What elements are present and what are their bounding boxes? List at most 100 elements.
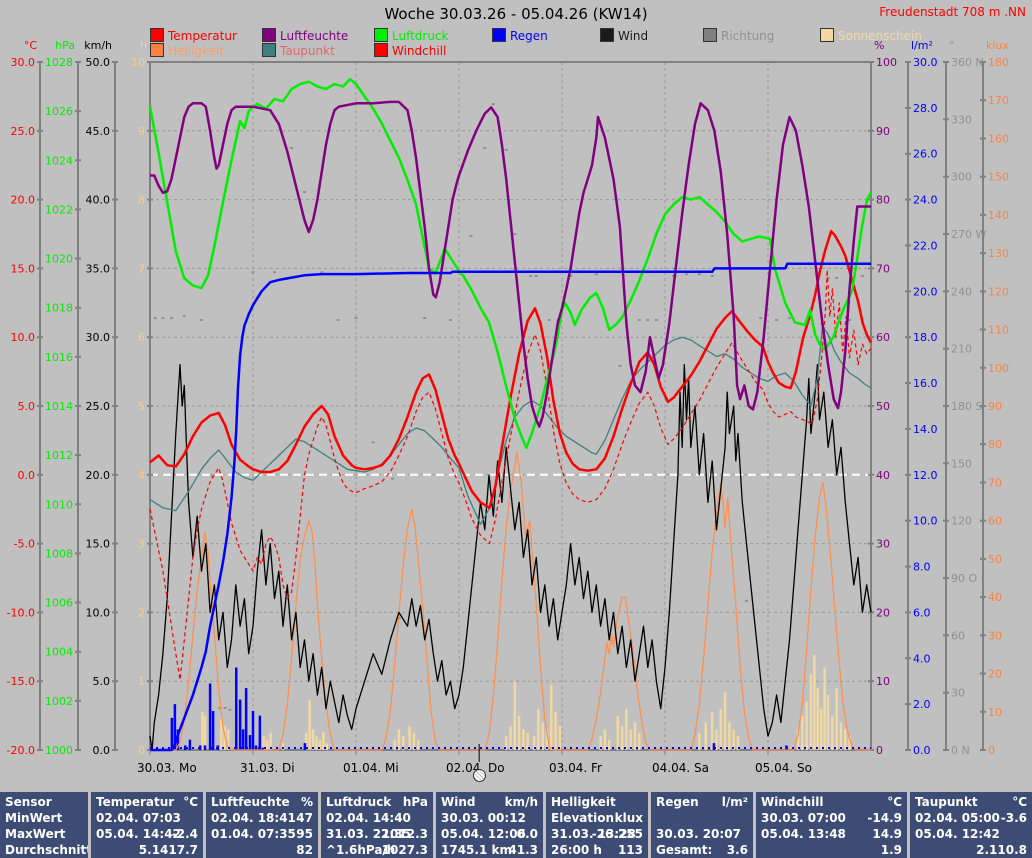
- svg-text:150: 150: [988, 171, 1009, 184]
- svg-text:0: 0: [988, 744, 995, 757]
- svg-text:-5.0: -5.0: [14, 538, 35, 551]
- svg-text:16.0: 16.0: [913, 377, 938, 390]
- series-windchill: [149, 269, 872, 681]
- series-regen-summe: [150, 262, 871, 752]
- svg-text:210: 210: [951, 343, 972, 356]
- svg-text:70: 70: [988, 476, 1002, 489]
- table-col-header: Regen l/m²: [656, 794, 748, 810]
- svg-text:50: 50: [988, 553, 1002, 566]
- cell-time: 02.04. 07:03: [96, 811, 181, 825]
- svg-text:90 O: 90 O: [951, 572, 977, 585]
- cell-value: -26.255: [591, 827, 643, 841]
- svg-text:0.0: 0.0: [93, 744, 111, 757]
- svg-text:140: 140: [988, 209, 1009, 222]
- col-unit: %: [300, 795, 313, 809]
- table-cell: 31.03. 13:28 113: [551, 826, 643, 857]
- col-name: Taupunkt: [915, 795, 978, 809]
- legend-swatch-wind: [600, 28, 614, 42]
- axis-°C: 30.0 25.0 20.0 15.0 10.0 5.0 0.0 -5.0 -10.0 -15.0…: [7, 39, 43, 757]
- legend-label: Richtung: [721, 29, 775, 43]
- table-col-luftfeuchte: Luftfeuchte% 02.04. 18:41 47 01.04. 07:35 95…: [206, 792, 318, 858]
- svg-text:20.0: 20.0: [913, 285, 938, 298]
- svg-text:5: 5: [138, 400, 145, 413]
- table-col-header: Helligkeit klux: [551, 794, 643, 825]
- svg-text:1018: 1018: [45, 302, 73, 315]
- legend-swatch-windchill: [374, 43, 388, 57]
- axis-klux: 1801701601501401301201101009080706050403…: [980, 39, 1009, 757]
- svg-text:8: 8: [138, 194, 145, 207]
- cell-value: 3.6: [726, 843, 748, 857]
- table-cell: 31.03. 22:35 1027.3: [326, 826, 428, 857]
- svg-text:1014: 1014: [45, 400, 73, 413]
- cell-value: 41.3: [508, 843, 538, 857]
- table-cell: 02.04. 07:03 -2.4: [96, 810, 198, 841]
- col-unit: °C: [887, 795, 902, 809]
- time-slider-handle[interactable]: [472, 769, 486, 782]
- cell-time: 02.04. 18:41: [211, 811, 296, 825]
- table-row-label: MaxWert: [5, 827, 66, 841]
- svg-text:6.0: 6.0: [913, 606, 931, 619]
- table-cell: 26:00 h16: [551, 842, 643, 858]
- svg-text:120: 120: [988, 285, 1009, 298]
- svg-text:30: 30: [876, 538, 890, 551]
- svg-text:2: 2: [138, 606, 145, 619]
- cell-value: 2.1: [976, 843, 998, 857]
- svg-text:120: 120: [951, 515, 972, 528]
- svg-text:5.0: 5.0: [18, 400, 36, 413]
- svg-text:1002: 1002: [45, 695, 73, 708]
- svg-text:35.0: 35.0: [86, 262, 111, 275]
- col-unit: klux: [614, 811, 643, 825]
- svg-text:50.0: 50.0: [86, 56, 111, 69]
- axis-unit: km/h: [84, 39, 112, 52]
- axis-km/h: 50.0 45.0 40.0 35.0 30.0 25.0 20.0 15.0 10.0 5.0 0…: [84, 39, 118, 757]
- legend-swatch-luftdruck: [374, 28, 388, 42]
- axis-hPa: 1028 1026 1024 1022 1020 1018 1016 1014 1012 1010…: [45, 39, 81, 757]
- svg-text:90: 90: [988, 400, 1002, 413]
- svg-text:1012: 1012: [45, 449, 73, 462]
- svg-text:40.0: 40.0: [86, 194, 111, 207]
- table-col-temperatur: Temperatur °C 02.04. 07:03 -2.4 05.04. 14:42…: [91, 792, 203, 858]
- col-unit: °C: [183, 795, 198, 809]
- svg-text:26.0: 26.0: [913, 148, 938, 161]
- svg-text:1020: 1020: [45, 253, 73, 266]
- axis-l/m²: 30.0 28.0 26.0 24.0 22.0 20.0 18.0 16.0 14.0 12.0…: [905, 39, 938, 757]
- table-row-label: Durchschnitt: [5, 843, 88, 857]
- legend-item-helligkeit: Helligkeit: [150, 43, 224, 58]
- svg-text:15.0: 15.0: [11, 262, 36, 275]
- cell-value: 14.9: [872, 827, 902, 841]
- svg-text:0: 0: [876, 744, 883, 757]
- axis-unit: °C: [24, 39, 38, 52]
- table-cell: 1745.1 km10.4: [441, 842, 538, 858]
- svg-text:160: 160: [988, 132, 1009, 145]
- svg-text:90: 90: [876, 125, 890, 138]
- legend-item-luftdruck: Luftdruck: [374, 28, 449, 43]
- table-cell: 30.03. 00:12 0.0: [441, 810, 538, 841]
- cell-time: 01.04. 07:35: [211, 827, 296, 841]
- cell-value: -2.4: [171, 827, 198, 841]
- table-row-label: MinWert: [5, 811, 63, 825]
- cell-time: 26:00 h: [551, 843, 602, 857]
- col-unit: l/m²: [721, 795, 748, 809]
- svg-text:240: 240: [951, 285, 972, 298]
- table-cell: Elevation -26.255: [551, 810, 643, 841]
- svg-text:360 N: 360 N: [951, 56, 984, 69]
- svg-text:1: 1: [138, 675, 145, 688]
- svg-text:9: 9: [138, 125, 145, 138]
- cell-time: 05.04. 13:48: [761, 827, 846, 841]
- cell-value: 82: [296, 843, 313, 857]
- svg-text:20: 20: [876, 606, 890, 619]
- table-cell: 01.04. 07:35 95: [211, 826, 313, 842]
- svg-text:10: 10: [131, 56, 145, 69]
- legend-label: Sonnenschein: [838, 29, 922, 43]
- svg-text:1026: 1026: [45, 105, 73, 118]
- table-col-header: Windchill °C: [761, 794, 902, 810]
- svg-text:1016: 1016: [45, 351, 73, 364]
- cell-time: 1745.1 km: [441, 843, 512, 857]
- table-cell: 2.1: [915, 842, 1027, 858]
- svg-text:7: 7: [138, 262, 145, 275]
- svg-text:01.04. Mi: 01.04. Mi: [343, 761, 399, 775]
- cell-value: 1012.3: [381, 827, 428, 841]
- cell-time: 05.04. 12:06: [441, 827, 526, 841]
